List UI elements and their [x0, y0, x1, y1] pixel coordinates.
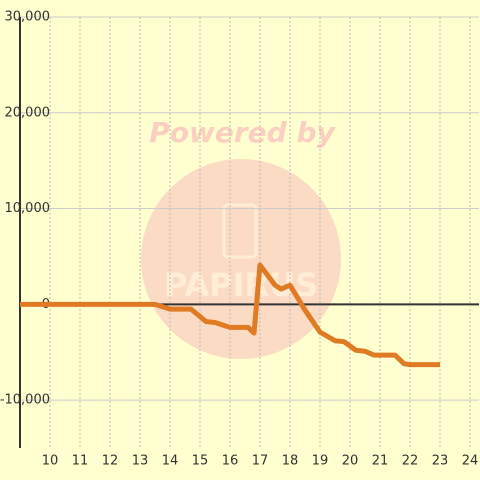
- watermark-text: Powered by: [149, 116, 336, 149]
- x-tick-label: 11: [72, 454, 89, 469]
- x-tick-label: 16: [222, 454, 239, 469]
- y-tick-label: 20,000: [5, 105, 51, 120]
- x-tick-label: 15: [192, 454, 209, 469]
- x-tick-label: 22: [402, 454, 419, 469]
- y-tick-label: -10,000: [0, 393, 50, 408]
- x-tick-label: 20: [342, 454, 359, 469]
- x-tick-label: 24: [462, 454, 479, 469]
- y-tick-label: 30,000: [5, 10, 51, 25]
- x-tick-label: 14: [162, 454, 179, 469]
- x-tick-label: 10: [42, 454, 59, 469]
- x-tick-label: 12: [102, 454, 119, 469]
- x-tick-label: 21: [372, 454, 389, 469]
- x-tick-label: 23: [432, 454, 449, 469]
- x-tick-label: 13: [132, 454, 149, 469]
- line: [20, 262, 440, 368]
- y-tick-label: 10,000: [5, 201, 51, 216]
- x-tick-label: 19: [312, 454, 329, 469]
- x-tick-label: 17: [252, 454, 269, 469]
- x-tick-label: 18: [282, 454, 299, 469]
